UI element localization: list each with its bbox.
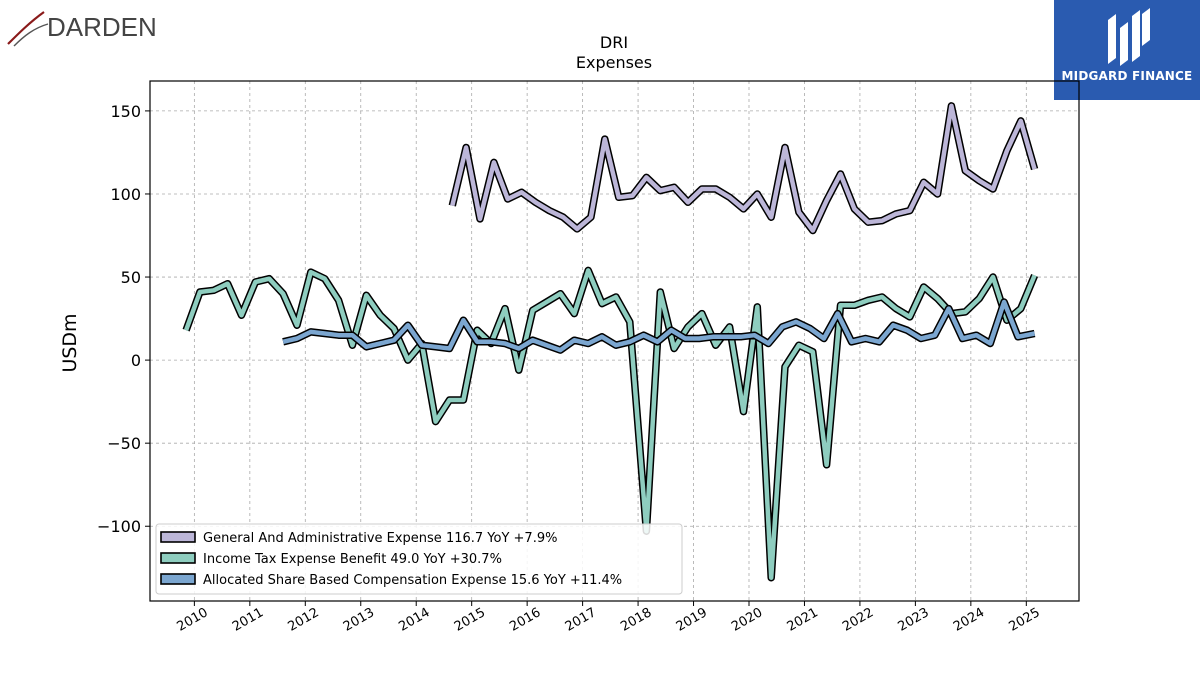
x-tick-label: 2014 — [396, 605, 432, 635]
y-axis-ticks: −100 −50 0 50 100 150 — [97, 102, 150, 536]
chart-title: DRI — [600, 33, 628, 52]
series-lines — [182, 102, 1039, 582]
x-axis-ticks: 2010 2011 2012 2013 2014 2015 2016 2017 2018 2019… — [175, 601, 1043, 635]
darden-logo-text: DARDEN — [47, 12, 157, 42]
x-tick-label: 2020 — [729, 605, 765, 635]
y-axis-label: USDm — [59, 313, 81, 372]
plot-frame — [149, 80, 1080, 602]
x-tick-label: 2016 — [507, 605, 543, 635]
x-tick-label: 2023 — [896, 605, 932, 635]
midgard-logo-mark — [1108, 8, 1150, 66]
series-line-0 — [450, 103, 1037, 233]
y-tick-label: 50 — [121, 268, 141, 287]
legend: General And Administrative Expense 116.7… — [155, 523, 683, 595]
y-tick-label: −50 — [107, 434, 141, 453]
x-tick-label: 2022 — [840, 605, 876, 635]
legend-swatch-1 — [160, 552, 196, 564]
chart-subtitle: Expenses — [576, 53, 652, 72]
x-tick-label: 2015 — [452, 605, 488, 635]
legend-swatch-0 — [160, 531, 196, 543]
x-tick-label: 2021 — [785, 605, 821, 635]
series-line-1 — [183, 268, 1037, 580]
y-tick-label: 100 — [110, 185, 141, 204]
x-tick-label: 2019 — [674, 605, 710, 635]
y-tick-label: −100 — [97, 517, 141, 536]
x-tick-label: 2010 — [175, 605, 211, 635]
midgard-logo-text: MIDGARD FINANCE — [1061, 69, 1193, 83]
darden-logo: DARDEN — [4, 6, 174, 48]
x-tick-label: 2012 — [285, 605, 321, 635]
legend-box — [155, 523, 683, 595]
x-tick-label: 2025 — [1006, 605, 1042, 635]
darden-logo-mark: DARDEN — [7, 11, 157, 47]
series-line-2 — [282, 299, 1036, 353]
legend-label-1: Income Tax Expense Benefit 49.0 YoY +30.… — [203, 552, 502, 567]
x-tick-label: 2018 — [618, 605, 654, 635]
x-tick-label: 2013 — [341, 605, 377, 635]
legend-swatch-2 — [160, 573, 196, 585]
x-tick-label: 2024 — [951, 605, 987, 635]
legend-label-2: Allocated Share Based Compensation Expen… — [203, 573, 622, 588]
x-tick-label: 2017 — [563, 605, 599, 635]
midgard-finance-logo: MIDGARD FINANCE — [1054, 0, 1200, 100]
y-tick-label: 150 — [110, 102, 141, 121]
y-tick-label: 0 — [131, 351, 141, 370]
x-tick-label: 2011 — [230, 605, 266, 635]
legend-label-0: General And Administrative Expense 116.7… — [203, 531, 557, 546]
